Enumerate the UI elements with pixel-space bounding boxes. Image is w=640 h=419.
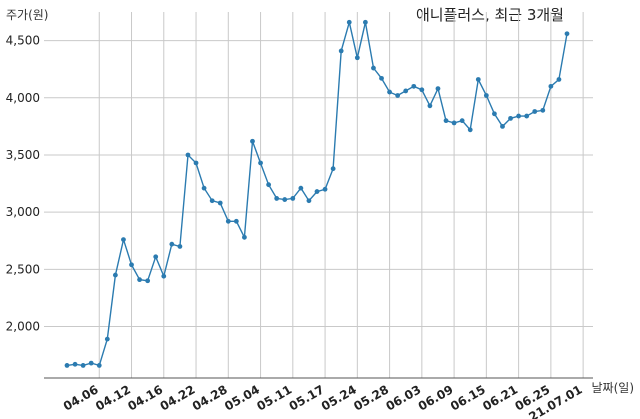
data-point — [362, 19, 368, 25]
data-point — [266, 182, 272, 188]
data-point — [225, 218, 231, 224]
data-point — [492, 111, 497, 117]
data-point — [201, 185, 207, 191]
data-point — [532, 109, 538, 114]
data-point — [411, 83, 417, 89]
data-point — [314, 189, 320, 194]
data-point — [483, 93, 489, 98]
data-point — [185, 152, 191, 158]
data-point — [467, 127, 473, 133]
data-point — [80, 363, 86, 368]
data-point — [242, 234, 247, 240]
data-point — [540, 107, 546, 113]
data-point — [64, 363, 70, 368]
data-point — [298, 185, 304, 191]
data-point — [379, 75, 384, 81]
data-point — [524, 113, 530, 119]
data-point — [419, 87, 425, 93]
y-tick-label: 4,500 — [6, 34, 40, 48]
data-point — [282, 197, 288, 202]
x-tick-label: 05.17 — [287, 382, 327, 413]
data-point — [330, 166, 336, 172]
y-tick-label: 3,000 — [6, 205, 40, 219]
data-point — [121, 237, 126, 243]
data-point — [516, 113, 522, 119]
data-point — [435, 86, 441, 92]
x-tick-label: 05.28 — [351, 382, 391, 413]
data-point — [88, 360, 94, 366]
data-point — [427, 103, 433, 109]
data-point — [395, 93, 401, 98]
y-axis-label: 주가(원) — [6, 8, 49, 22]
data-point — [354, 55, 360, 61]
data-point — [387, 89, 392, 95]
data-point — [96, 363, 102, 368]
data-point — [290, 196, 296, 201]
data-point — [250, 138, 255, 144]
data-point — [217, 200, 223, 206]
data-point — [137, 277, 142, 283]
data-point — [258, 160, 263, 166]
data-point — [112, 272, 118, 278]
data-point — [556, 77, 562, 82]
data-point — [306, 198, 312, 204]
data-point — [274, 196, 280, 201]
x-axis-label: 날짜(일) — [591, 381, 634, 395]
x-tick-label: 06.03 — [383, 382, 423, 413]
data-point — [129, 262, 134, 268]
x-tick-label: 05.11 — [254, 382, 294, 413]
x-tick-label: 06.15 — [448, 382, 488, 413]
data-point — [153, 254, 159, 260]
data-point — [233, 218, 239, 224]
data-point — [346, 19, 352, 25]
x-tick-label: 04.16 — [125, 382, 165, 413]
data-point — [104, 336, 110, 342]
data-point — [403, 88, 409, 94]
data-point — [508, 115, 513, 121]
data-point — [500, 123, 505, 129]
y-tick-label: 2,000 — [6, 320, 40, 334]
x-tick-label: 05.04 — [222, 382, 262, 413]
data-point — [475, 77, 481, 82]
x-tick-label: 06.09 — [416, 382, 456, 413]
x-tick-label: 05.24 — [319, 382, 359, 413]
y-tick-label: 2,500 — [6, 262, 40, 276]
data-point — [459, 118, 465, 124]
data-point — [564, 31, 570, 37]
data-point — [322, 186, 328, 192]
data-point — [72, 361, 78, 367]
x-tick-label: 04.06 — [61, 382, 101, 413]
x-tick-label: 04.12 — [93, 382, 133, 413]
data-point — [209, 198, 215, 204]
data-point — [161, 273, 167, 279]
y-tick-label: 3,500 — [6, 148, 40, 162]
x-tick-label: 04.22 — [158, 382, 198, 413]
data-point — [177, 244, 183, 249]
data-point — [371, 65, 376, 71]
chart-title: 애니플러스, 최근 3개월 — [415, 6, 564, 24]
data-point — [169, 241, 175, 247]
data-point — [451, 120, 457, 126]
y-tick-label: 4,000 — [6, 91, 40, 105]
data-point — [548, 83, 554, 89]
x-tick-label: 06.21 — [480, 382, 520, 413]
x-tick-label: 04.28 — [190, 382, 230, 413]
data-point — [145, 278, 151, 284]
data-point — [193, 160, 199, 166]
data-point — [443, 118, 449, 124]
data-point — [338, 48, 344, 54]
